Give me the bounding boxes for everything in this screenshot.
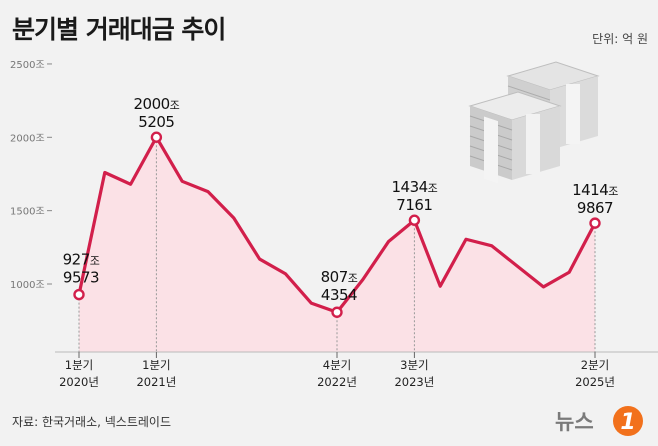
unit-label: 단위: 억 원 [592, 32, 648, 46]
data-label-unit: 조 [608, 185, 618, 198]
x-tick-label: 2020년 [59, 375, 99, 389]
area-fill [79, 137, 595, 352]
x-tick-label: 2022년 [317, 375, 357, 389]
x-tick-label: 1분기 [65, 358, 93, 372]
data-label: 1414조 [572, 181, 618, 199]
data-label-unit: 조 [348, 272, 358, 285]
data-label-unit: 조 [170, 99, 180, 112]
data-label: 4354 [321, 286, 357, 304]
data-point [589, 217, 601, 229]
data-label: 927조 [63, 251, 100, 269]
x-tick-label: 1분기 [142, 358, 170, 372]
x-tick-label: 3분기 [400, 358, 428, 372]
x-tick-label: 2021년 [136, 375, 176, 389]
x-tick-label: 4분기 [323, 358, 351, 372]
data-point [331, 306, 343, 318]
data-point [408, 214, 421, 226]
money-stack-icon [468, 61, 600, 184]
svg-text:1: 1 [620, 410, 635, 435]
y-tick-label: 1500조 [10, 207, 45, 218]
data-label: 7161 [396, 196, 432, 214]
y-tick-label: 2000조 [10, 133, 45, 144]
data-label-unit: 조 [90, 255, 100, 268]
y-tick-label: 2500조 [10, 60, 45, 71]
data-label: 9867 [577, 199, 613, 217]
data-label: 1434조 [391, 178, 437, 196]
svg-text:뉴스: 뉴스 [555, 410, 594, 434]
news1-logo: 뉴스 1 [555, 406, 643, 436]
data-label: 9573 [63, 269, 99, 287]
data-point [150, 131, 163, 143]
page-title: 분기별 거래대금 추이 [12, 15, 226, 44]
source-note: 자료: 한국거래소, 넥스트레이드 [12, 415, 172, 429]
data-label: 5205 [138, 113, 174, 131]
x-tick-label: 2023년 [394, 375, 434, 389]
data-label-unit: 조 [428, 182, 438, 195]
data-point [73, 288, 85, 301]
y-tick-label: 1000조 [10, 280, 45, 291]
data-label: 807조 [321, 268, 358, 286]
x-tick-label: 2025년 [575, 375, 615, 389]
x-tick-label: 2분기 [581, 358, 609, 372]
data-label: 2000조 [133, 95, 179, 113]
